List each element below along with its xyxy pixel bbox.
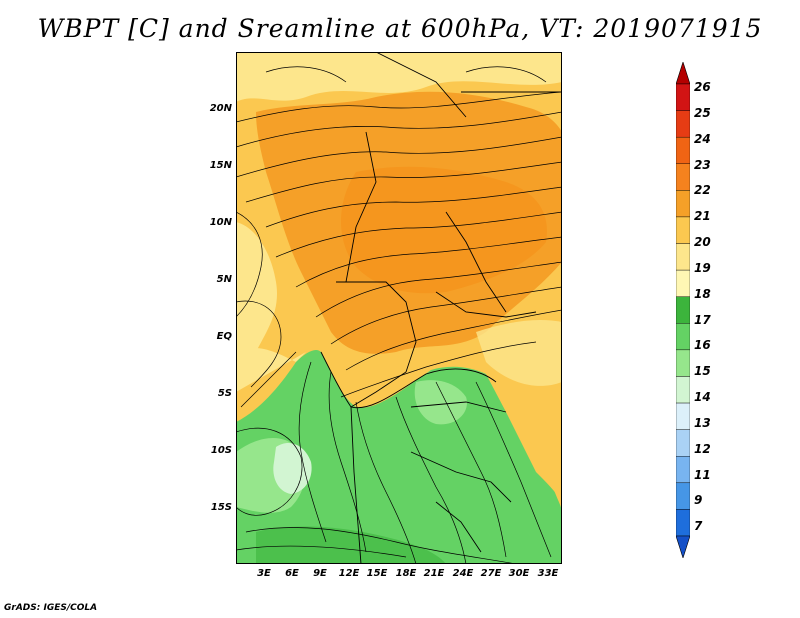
- field-15-center: [273, 442, 312, 494]
- colorbar-label: 24: [694, 132, 711, 146]
- colorbar-swatch: [676, 163, 690, 191]
- field-19-coast: [236, 347, 306, 392]
- colorbar-label: 15: [694, 364, 711, 378]
- field-19-west: [236, 222, 277, 352]
- country-borders: [320, 52, 562, 564]
- field-17-south: [236, 350, 562, 564]
- colorbar-swatch: [676, 482, 690, 510]
- lat-label: 5N: [216, 274, 232, 285]
- colorbar-swatch: [676, 216, 690, 244]
- colorbar-swatch: [676, 349, 690, 377]
- colorbar-swatch: [676, 376, 690, 404]
- lon-label: 12E: [338, 568, 360, 579]
- colorbar-label: 12: [694, 442, 711, 456]
- colorbar-swatch: [676, 456, 690, 484]
- colorbar-label: 22: [694, 183, 711, 197]
- chart-title: WBPT [C] and Sreamline at 600hPa, VT: 20…: [37, 14, 763, 43]
- streamlines: [236, 66, 562, 564]
- colorbar-swatch: [676, 269, 690, 297]
- colorbar-label: 25: [694, 106, 711, 120]
- colorbar-label: 17: [694, 313, 711, 327]
- lon-label: 27E: [480, 568, 502, 579]
- lat-label: 5S: [217, 388, 232, 399]
- field-21-core: [341, 166, 547, 294]
- colorbar-min-triangle: [676, 535, 690, 558]
- colorbar-label: 11: [694, 468, 711, 482]
- field-16-east: [414, 380, 467, 425]
- lon-label: 30E: [508, 568, 530, 579]
- lon-label: 21E: [423, 568, 445, 579]
- colorbar-label: 16: [694, 338, 711, 352]
- field-19-north: [236, 52, 562, 102]
- colorbar-label: 18: [694, 287, 711, 301]
- colorbar: [676, 62, 690, 558]
- lat-label: 15S: [210, 502, 232, 513]
- colorbar-label: 19: [694, 261, 711, 275]
- field-19-east: [476, 320, 562, 386]
- colorbar-label: 26: [694, 80, 711, 94]
- colorbar-max-triangle: [676, 62, 690, 85]
- lat-label: 20N: [209, 103, 232, 114]
- colorbar-swatch: [676, 83, 690, 111]
- colorbar-swatch: [676, 509, 690, 537]
- lon-label: 33E: [537, 568, 559, 579]
- lat-label: 10N: [209, 217, 232, 228]
- lat-label: EQ: [216, 331, 232, 342]
- colorbar-label: 14: [694, 390, 711, 404]
- lon-label: 24E: [452, 568, 474, 579]
- wbpt-field: [236, 52, 562, 564]
- colorbar-label: 9: [694, 493, 703, 507]
- colorbar-label: 21: [694, 209, 711, 223]
- grads-credit: GrADS: IGES/COLA: [4, 603, 98, 613]
- colorbar-swatch: [676, 190, 690, 218]
- colorbar-swatch: [676, 243, 690, 271]
- colorbar-swatch: [676, 402, 690, 430]
- lon-label: 6E: [285, 568, 299, 579]
- field-20-madagascar-east: [506, 412, 562, 512]
- lon-label: 18E: [395, 568, 417, 579]
- lat-label: 15N: [209, 160, 232, 171]
- colorbar-swatch: [676, 296, 690, 324]
- colorbar-label: 20: [694, 235, 711, 249]
- lon-label: 15E: [366, 568, 388, 579]
- lat-label: 10S: [210, 445, 232, 456]
- colorbar-label: 7: [694, 519, 703, 533]
- field-18-southband: [256, 526, 446, 564]
- colorbar-swatch: [676, 136, 690, 164]
- colorbar-swatch: [676, 110, 690, 138]
- colorbar-swatch: [676, 323, 690, 351]
- lon-label: 3E: [257, 568, 271, 579]
- colorbar-label: 23: [694, 158, 711, 172]
- map-panel: [236, 52, 562, 564]
- colorbar-swatch: [676, 429, 690, 457]
- lon-label: 9E: [313, 568, 327, 579]
- colorbar-label: 13: [694, 416, 711, 430]
